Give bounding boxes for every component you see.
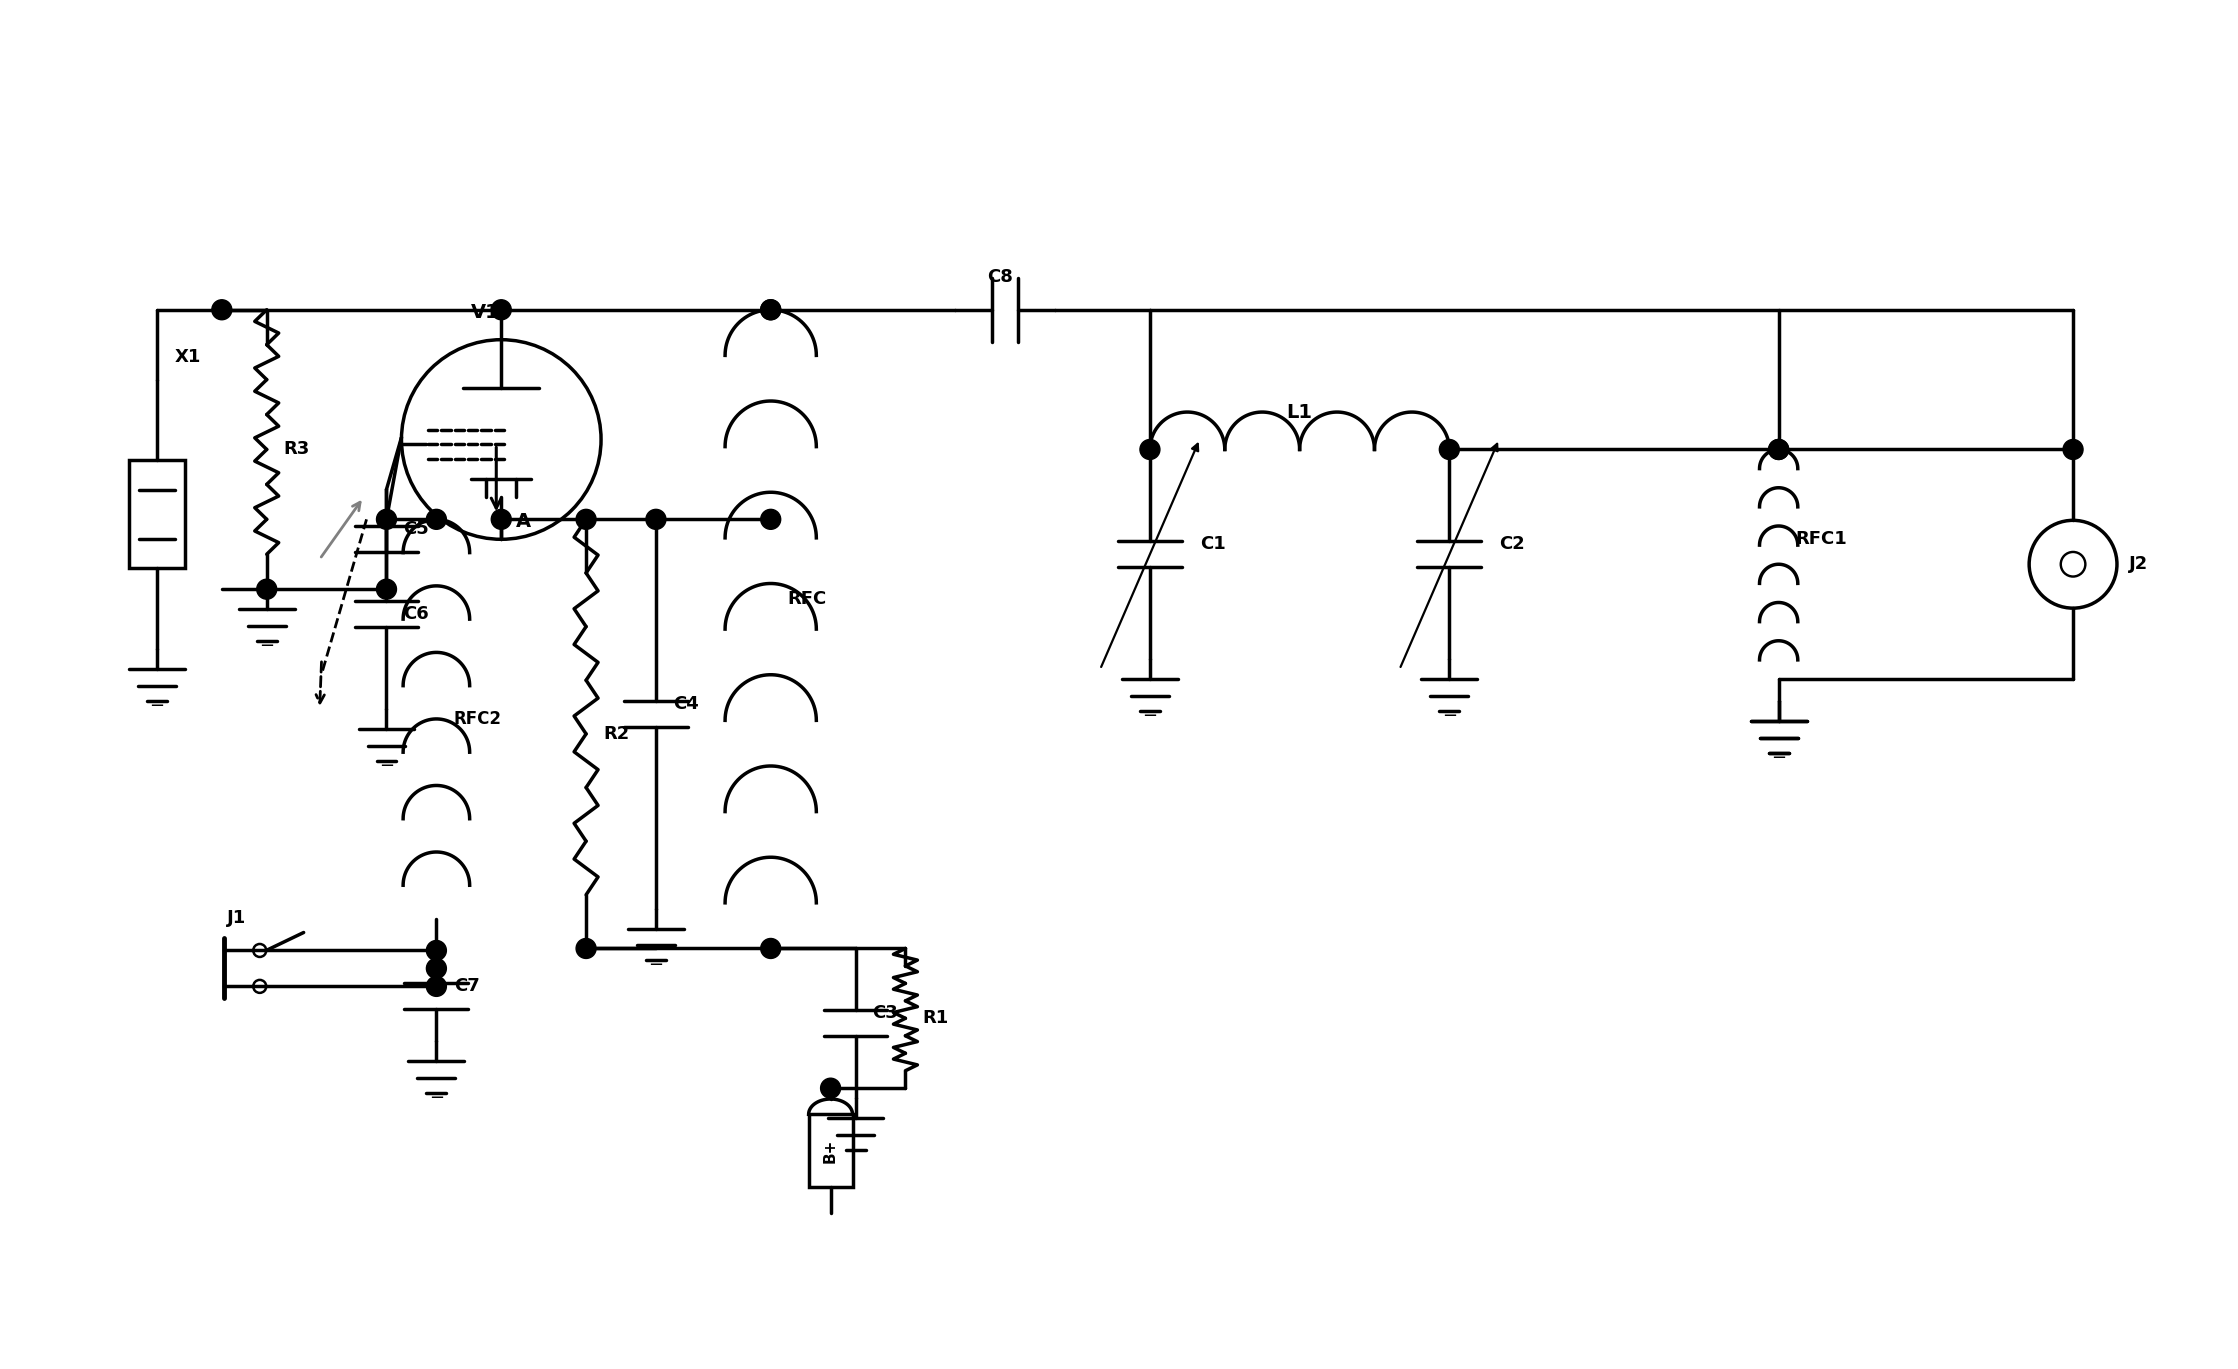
Text: J2: J2 bbox=[2128, 556, 2148, 574]
Circle shape bbox=[492, 509, 510, 530]
Circle shape bbox=[821, 1079, 841, 1098]
Text: C1: C1 bbox=[1200, 535, 1226, 553]
Circle shape bbox=[427, 941, 445, 961]
Circle shape bbox=[427, 509, 445, 530]
Text: V1: V1 bbox=[472, 303, 499, 322]
Circle shape bbox=[492, 300, 510, 320]
Circle shape bbox=[427, 976, 445, 997]
Text: C2: C2 bbox=[1499, 535, 1524, 553]
Text: −: − bbox=[1770, 749, 1786, 767]
Circle shape bbox=[427, 958, 445, 979]
Text: −: − bbox=[649, 957, 662, 975]
Text: C3: C3 bbox=[873, 1005, 897, 1023]
Bar bbox=[130, 460, 186, 568]
Circle shape bbox=[1768, 439, 1788, 460]
Circle shape bbox=[575, 939, 595, 958]
Circle shape bbox=[761, 509, 781, 530]
Text: −: − bbox=[378, 757, 394, 775]
Circle shape bbox=[761, 939, 781, 958]
Text: C8: C8 bbox=[987, 268, 1014, 286]
Text: −: − bbox=[1441, 706, 1457, 726]
Circle shape bbox=[213, 300, 233, 320]
Circle shape bbox=[1439, 439, 1459, 460]
Circle shape bbox=[647, 509, 667, 530]
Circle shape bbox=[575, 509, 595, 530]
Text: C7: C7 bbox=[454, 977, 481, 995]
Text: J1: J1 bbox=[226, 909, 246, 927]
Text: A: A bbox=[517, 512, 530, 531]
Circle shape bbox=[1768, 439, 1788, 460]
Text: C5: C5 bbox=[403, 520, 430, 538]
Text: C6: C6 bbox=[403, 605, 430, 623]
Circle shape bbox=[761, 300, 781, 320]
Text: L1: L1 bbox=[1287, 402, 1314, 422]
Circle shape bbox=[257, 579, 278, 600]
Circle shape bbox=[761, 300, 781, 320]
Text: RFC1: RFC1 bbox=[1795, 530, 1846, 549]
Text: −: − bbox=[1141, 706, 1157, 726]
Text: R1: R1 bbox=[922, 1009, 949, 1027]
Circle shape bbox=[376, 579, 396, 600]
Text: R2: R2 bbox=[602, 726, 629, 743]
Text: X1: X1 bbox=[175, 348, 201, 366]
Text: C4: C4 bbox=[674, 695, 698, 713]
Text: B+: B+ bbox=[824, 1139, 837, 1162]
Circle shape bbox=[2063, 439, 2084, 460]
Text: −: − bbox=[430, 1090, 443, 1108]
Text: R3: R3 bbox=[284, 441, 309, 459]
Circle shape bbox=[376, 509, 396, 530]
Text: RFC2: RFC2 bbox=[454, 711, 501, 728]
Text: −: − bbox=[260, 637, 275, 656]
Bar bbox=[808, 1114, 853, 1187]
Text: −: − bbox=[150, 697, 166, 715]
Circle shape bbox=[1139, 439, 1159, 460]
Text: RFC: RFC bbox=[788, 590, 826, 608]
